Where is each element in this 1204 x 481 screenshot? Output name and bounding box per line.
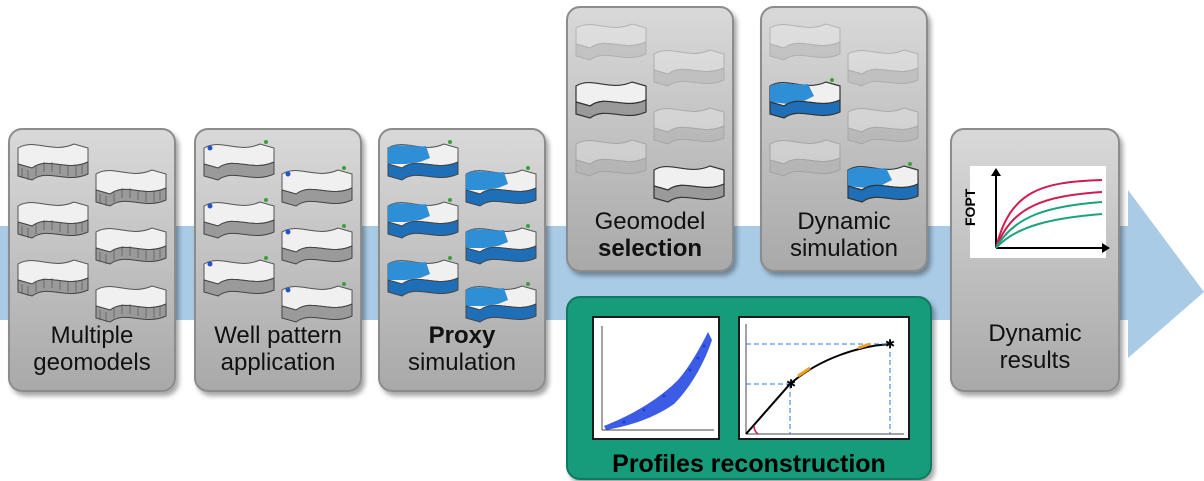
scatter-plot-panel [592,316,720,440]
label-line2-bold: selection [597,235,703,262]
reconstruction-curve-panel: ✱ ✱ [738,316,910,440]
profiles-reconstruction-panel: ✱ ✱ Profiles reconstruction [566,296,932,480]
fopt-curves-chart-icon [970,166,1110,258]
step-multiple-geomodels: Multiple geomodels [8,128,176,392]
label-line1: Dynamic [797,208,891,235]
label-line2: application [220,349,336,376]
svg-text:✱: ✱ [885,337,895,351]
label-line1: Well pattern [214,322,342,349]
label-line1: Multiple [50,322,134,349]
step-dynamic-results: FOPT Dynamic results [950,128,1120,392]
label-line2: geomodels [33,349,151,376]
label-line1: Geomodel [594,208,706,235]
label-line2: results [999,347,1071,374]
step-geomodel-selection: Geomodel selection [566,6,734,272]
scatter-plot-icon [601,326,714,431]
step-dynamic-simulation: Dynamic simulation [760,6,928,272]
profiles-reconstruction-title: Profiles reconstruction [612,450,886,478]
step-proxy-simulation: Proxy simulation [378,128,546,392]
fopt-axis-label: FOPT [962,188,978,226]
label-line2: simulation [789,235,899,262]
label-line1: Dynamic [988,320,1082,347]
step-well-pattern: Well pattern application [194,128,362,392]
label-line1-bold: Proxy [428,322,496,349]
reconstruction-curve-icon: ✱ ✱ [745,324,904,435]
label-line2: simulation [407,349,517,376]
svg-text:✱: ✱ [786,377,796,391]
